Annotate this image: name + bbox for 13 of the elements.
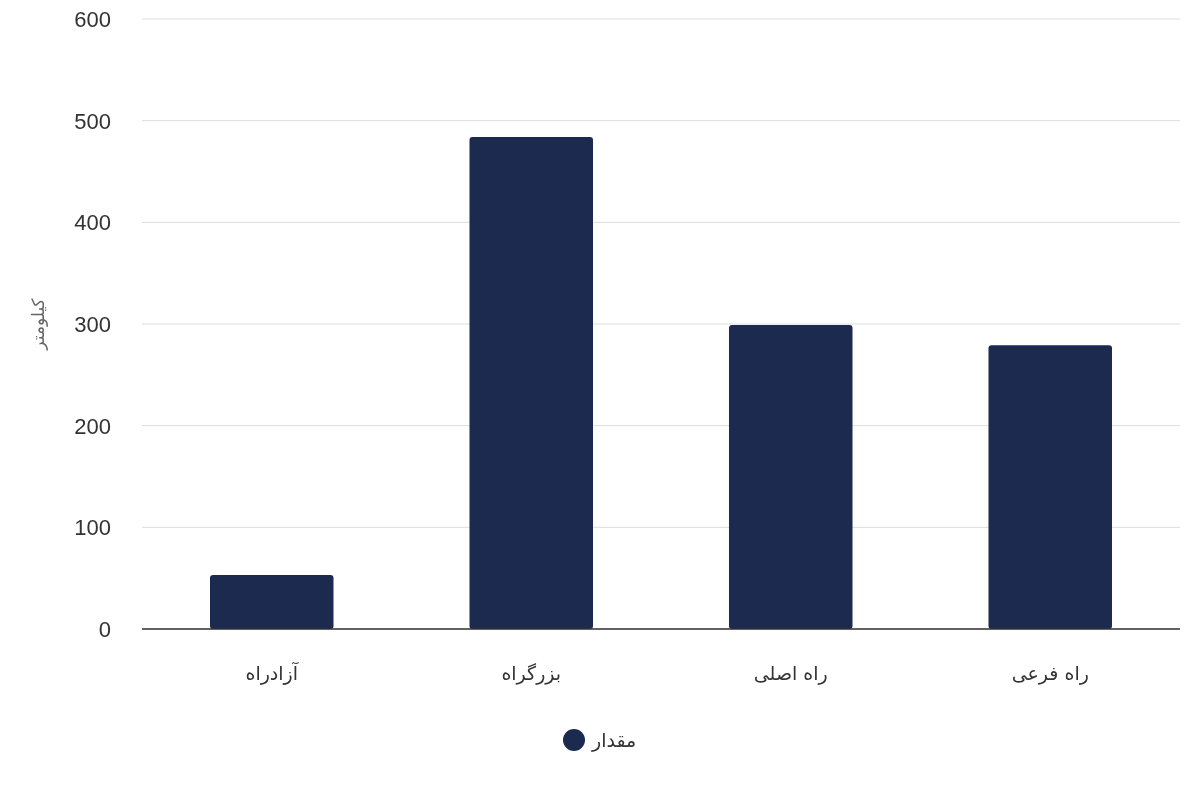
- x-tick-label: راه فرعی: [1011, 662, 1089, 685]
- y-tick-label: 500: [74, 108, 111, 134]
- y-tick-label: 300: [74, 312, 111, 337]
- x-tick-label: بزرگراه: [501, 662, 562, 685]
- x-tick-label: آزادراه: [245, 661, 299, 685]
- x-tick-label: راه اصلی: [753, 662, 828, 685]
- y-tick-label: 600: [74, 7, 111, 32]
- y-tick-label: 100: [74, 515, 111, 541]
- y-axis-title: کیلومتر: [28, 297, 48, 351]
- y-tick-label: 200: [74, 413, 111, 439]
- y-tick-label: 400: [74, 210, 111, 236]
- y-tick-label: 0: [98, 617, 111, 642]
- legend-label: مقدار: [591, 729, 637, 752]
